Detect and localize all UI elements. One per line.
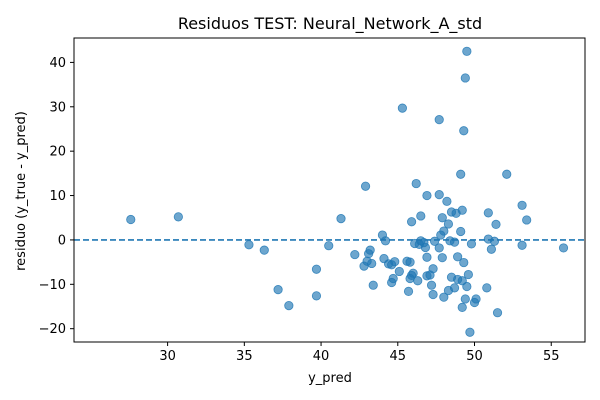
scatter-point xyxy=(173,212,183,222)
scatter-point xyxy=(336,214,346,224)
scatter-point xyxy=(416,211,426,221)
scatter-point xyxy=(406,217,417,227)
scatter-point xyxy=(350,249,360,260)
points-layer xyxy=(126,46,569,337)
scatter-point xyxy=(394,266,404,277)
scatter-point xyxy=(367,258,377,269)
y-tick-label: 20 xyxy=(49,145,66,160)
scatter-point xyxy=(368,280,378,290)
scatter-point xyxy=(259,245,269,255)
scatter-point xyxy=(449,283,460,293)
scatter-point xyxy=(482,283,492,293)
scatter-point xyxy=(411,178,421,189)
x-axis-label: y_pred xyxy=(308,371,352,386)
scatter-point xyxy=(491,219,501,229)
scatter-point xyxy=(413,276,423,286)
scatter-point xyxy=(456,226,466,237)
scatter-point xyxy=(390,257,400,267)
scatter-point xyxy=(466,239,477,249)
y-tick-label: 10 xyxy=(49,189,66,204)
x-tick-label: 35 xyxy=(236,349,253,364)
scatter-point xyxy=(405,257,415,267)
scatter-point xyxy=(244,240,254,250)
scatter-point xyxy=(397,103,407,113)
scatter-point xyxy=(442,196,452,206)
scatter-point xyxy=(380,236,391,246)
scatter-point xyxy=(517,200,527,210)
scatter-point xyxy=(489,236,500,246)
scatter-point xyxy=(365,245,375,255)
scatter-point xyxy=(439,292,449,302)
scatter-point xyxy=(422,252,432,262)
scatter-point xyxy=(465,327,475,337)
x-tick-label: 50 xyxy=(466,349,483,364)
scatter-point xyxy=(434,115,444,125)
x-tick-label: 30 xyxy=(159,349,176,364)
scatter-point xyxy=(558,243,569,253)
y-tick-label: −20 xyxy=(39,322,66,337)
x-tick-label: 40 xyxy=(313,349,330,364)
scatter-point xyxy=(462,46,472,56)
x-axis-ticks: 30 35 40 45 50 55 xyxy=(159,342,560,364)
scatter-point xyxy=(459,257,469,268)
scatter-point xyxy=(492,308,503,318)
scatter-point xyxy=(422,190,432,201)
scatter-point xyxy=(360,181,371,191)
scatter-point xyxy=(460,294,470,304)
scatter-point xyxy=(311,264,322,274)
scatter-point xyxy=(408,268,418,278)
y-axis-label: residuo (y_true - y_pred) xyxy=(14,111,29,271)
scatter-point xyxy=(428,264,438,274)
scatter-point xyxy=(522,215,532,225)
scatter-point xyxy=(462,281,472,292)
scatter-point xyxy=(434,190,444,200)
scatter-point xyxy=(403,286,414,297)
axes-frame xyxy=(73,37,586,343)
scatter-point xyxy=(517,240,527,250)
x-tick-label: 45 xyxy=(390,349,407,364)
scatter-point xyxy=(456,169,466,179)
scatter-point xyxy=(284,301,294,311)
y-tick-label: 30 xyxy=(49,100,66,115)
y-tick-label: 40 xyxy=(49,56,66,71)
y-tick-label: −10 xyxy=(39,278,66,293)
scatter-point xyxy=(434,243,444,253)
scatter-point xyxy=(126,214,136,225)
scatter-point xyxy=(486,244,496,254)
scatter-point xyxy=(459,126,469,136)
scatter-point xyxy=(457,205,467,215)
scatter-point xyxy=(324,241,334,251)
y-axis-ticks: −20 −10 0 10 20 30 40 xyxy=(39,56,74,337)
scatter-point xyxy=(443,219,454,229)
scatter-point xyxy=(460,73,470,83)
scatter-point xyxy=(437,253,447,263)
scatter-point xyxy=(426,280,437,290)
scatter-point xyxy=(457,302,467,312)
scatter-point xyxy=(439,226,449,236)
y-tick-label: 0 xyxy=(58,233,66,248)
scatter-point xyxy=(273,285,283,295)
scatter-point xyxy=(311,291,322,301)
plot-area xyxy=(73,37,586,343)
scatter-point xyxy=(388,273,398,284)
scatter-point xyxy=(471,294,481,304)
scatter-point xyxy=(420,242,431,253)
scatter-point xyxy=(483,208,493,218)
x-tick-label: 55 xyxy=(543,349,560,364)
scatter-point xyxy=(428,289,438,300)
scatter-point xyxy=(453,252,463,262)
scatter-point xyxy=(463,269,473,280)
scatter-point xyxy=(502,169,512,179)
scatter-point xyxy=(437,213,447,223)
chart-title: Residuos TEST: Neural_Network_A_std xyxy=(178,14,482,34)
